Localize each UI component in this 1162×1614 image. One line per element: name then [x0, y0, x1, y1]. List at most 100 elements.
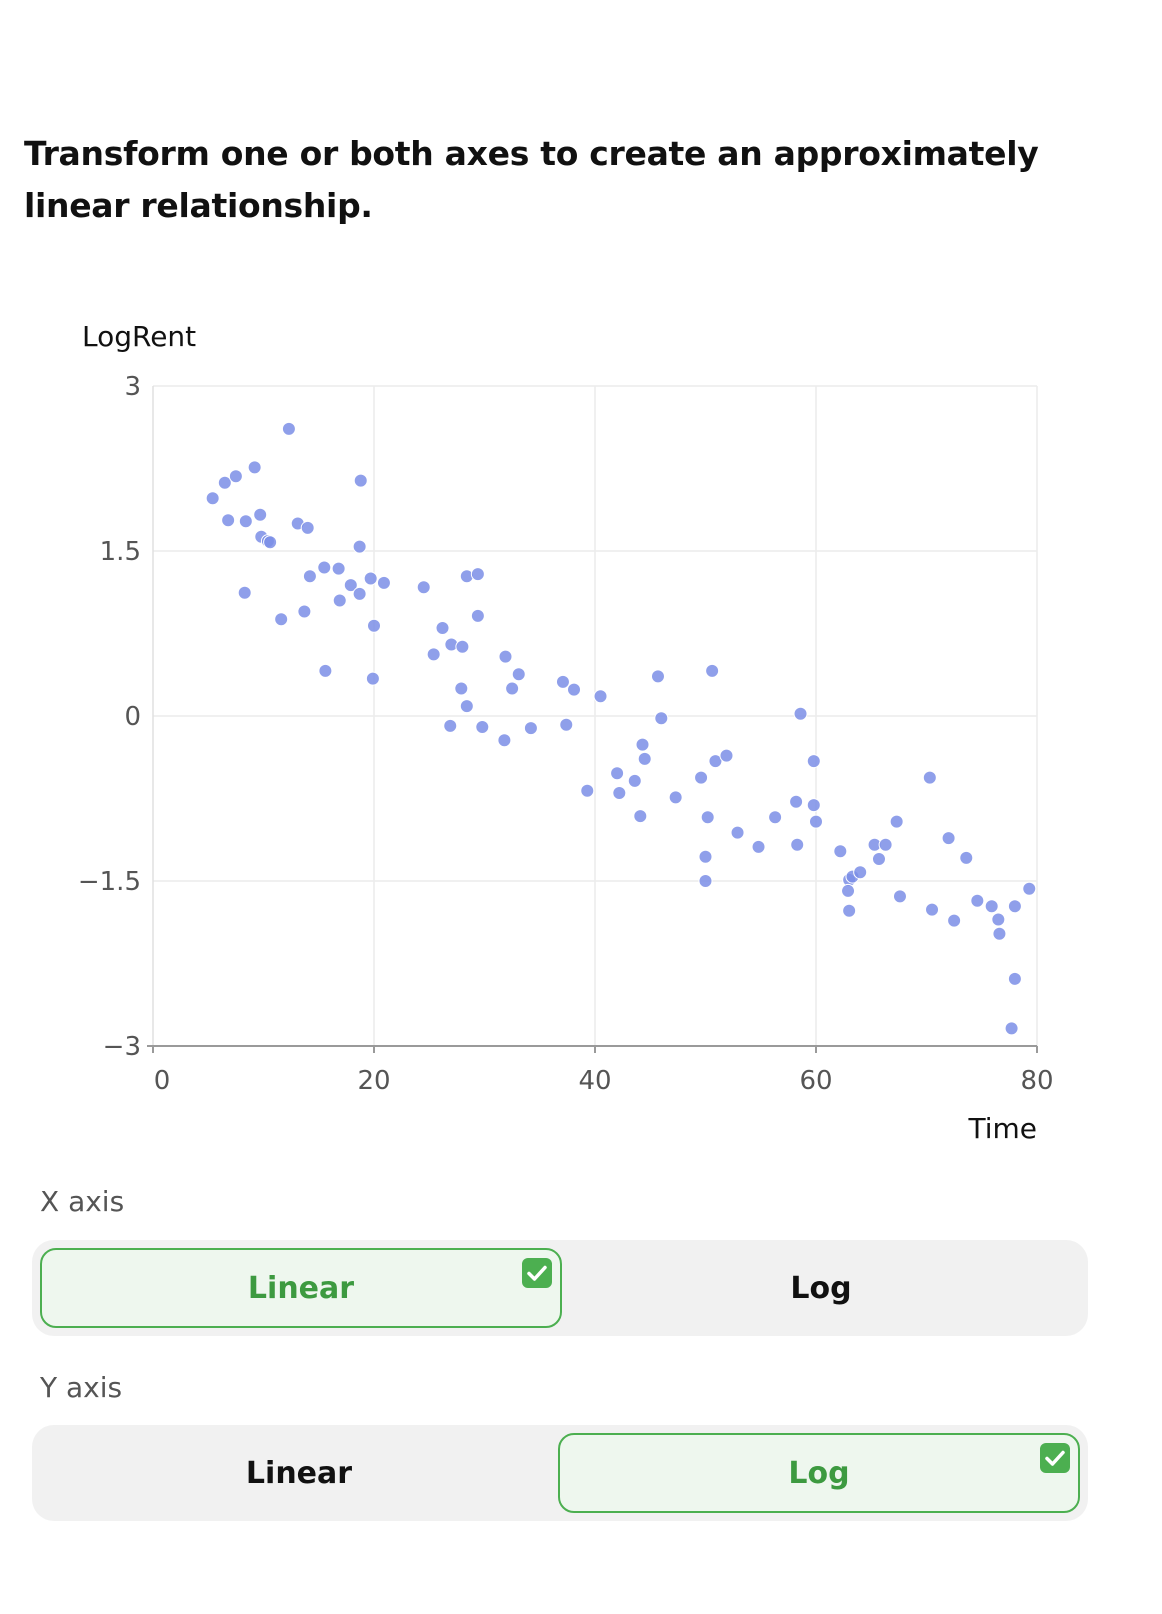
data-point — [300, 520, 315, 535]
data-point — [332, 593, 347, 608]
tick-labels: 0 20 40 60 80 3 1.5 0 −1.5 −3 — [78, 372, 1054, 1096]
data-point — [793, 706, 808, 721]
data-point — [353, 473, 368, 488]
data-point — [668, 790, 683, 805]
data-point — [247, 460, 262, 475]
y-axis-linear-label: Linear — [245, 1455, 353, 1491]
data-point — [459, 699, 474, 714]
axes — [147, 386, 1038, 1053]
data-point — [470, 608, 485, 623]
data-point — [263, 535, 278, 550]
data-point — [1004, 1021, 1019, 1036]
x-axis-scale-toggle: Linear Log — [32, 1240, 1088, 1336]
check-icon — [522, 1258, 552, 1288]
x-axis-control-label: X axis — [40, 1185, 125, 1218]
x-axis-title: Time — [967, 1112, 1037, 1145]
y-tick-label: −3 — [103, 1032, 141, 1062]
check-icon — [1040, 1443, 1070, 1473]
data-point — [1007, 971, 1022, 986]
y-axis-log-label: Log — [788, 1455, 850, 1491]
data-point — [853, 865, 868, 880]
data-point — [708, 754, 723, 769]
data-point — [426, 647, 441, 662]
y-axis-log-option[interactable]: Log — [558, 1433, 1080, 1513]
y-axis-linear-option[interactable]: Linear — [40, 1433, 558, 1513]
data-point — [627, 773, 642, 788]
data-point — [281, 421, 296, 436]
data-point — [365, 671, 380, 686]
data-point — [700, 810, 715, 825]
x-axis-linear-label: Linear — [247, 1270, 355, 1306]
data-point — [719, 748, 734, 763]
data-point — [416, 580, 431, 595]
data-point — [317, 560, 332, 575]
x-axis-log-label: Log — [790, 1270, 852, 1306]
grid-lines — [153, 385, 1038, 1046]
data-point — [833, 844, 848, 859]
data-point — [694, 770, 709, 785]
data-point — [567, 682, 582, 697]
data-point — [610, 766, 625, 781]
data-point — [318, 663, 333, 678]
data-point — [352, 539, 367, 554]
data-point — [302, 569, 317, 584]
data-point — [878, 837, 893, 852]
x-tick-label: 60 — [799, 1066, 832, 1096]
data-point — [343, 578, 358, 593]
data-point — [237, 585, 252, 600]
data-point — [806, 798, 821, 813]
data-point — [790, 837, 805, 852]
data-point — [352, 586, 367, 601]
data-point — [1007, 899, 1022, 914]
data-point — [842, 903, 857, 918]
x-axis-log-option[interactable]: Log — [562, 1248, 1080, 1328]
data-point — [925, 902, 940, 917]
y-axis-scale-toggle: Linear Log — [32, 1425, 1088, 1521]
data-point — [841, 883, 856, 898]
data-point — [970, 893, 985, 908]
y-tick-label: −1.5 — [78, 867, 141, 897]
data-point — [367, 618, 381, 633]
data-point — [1022, 881, 1037, 896]
data-point — [205, 491, 220, 506]
data-point — [650, 669, 665, 684]
data-point — [523, 721, 538, 736]
data-point — [221, 513, 236, 528]
data-point — [511, 667, 526, 682]
data-point — [238, 514, 253, 529]
data-point — [889, 814, 904, 829]
data-point — [376, 575, 391, 590]
data-point — [580, 783, 595, 798]
data-point — [991, 912, 1006, 927]
data-point — [505, 681, 520, 696]
data-point — [217, 475, 232, 490]
scatter-chart: 0 20 40 60 80 3 1.5 0 −1.5 −3 LogRent Time — [78, 320, 1054, 1145]
x-axis-linear-option[interactable]: Linear — [40, 1248, 562, 1328]
data-point — [363, 571, 378, 586]
data-point — [455, 639, 470, 654]
data-point — [947, 913, 962, 928]
y-axis-title: LogRent — [82, 320, 196, 353]
data-point — [992, 926, 1007, 941]
data-point — [654, 711, 669, 726]
data-point — [454, 681, 469, 696]
data-point — [274, 612, 289, 627]
y-tick-label: 0 — [124, 702, 141, 732]
data-point — [228, 469, 243, 484]
data-point — [959, 850, 974, 865]
data-point — [984, 899, 999, 914]
data-point — [253, 507, 268, 522]
data-point — [497, 733, 512, 748]
y-tick-label: 1.5 — [100, 537, 141, 567]
data-points — [205, 421, 1037, 1036]
data-point — [559, 717, 574, 732]
data-point — [871, 852, 886, 866]
y-axis-control-label: Y axis — [40, 1371, 123, 1404]
question-prompt: Transform one or both axes to create an … — [24, 134, 1039, 225]
x-tick-label: 40 — [578, 1066, 611, 1096]
data-point — [789, 794, 804, 809]
data-point — [698, 849, 713, 864]
y-tick-label: 3 — [124, 372, 141, 402]
data-point — [941, 831, 956, 846]
data-point — [633, 809, 648, 824]
